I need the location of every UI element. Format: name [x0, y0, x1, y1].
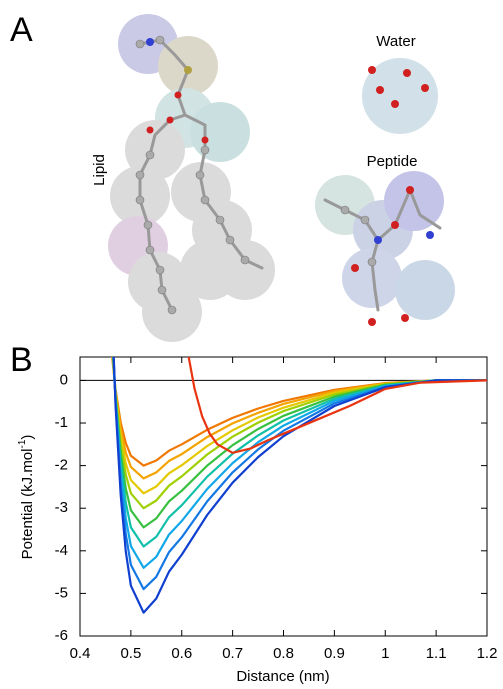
y-axis-title-end: ) — [19, 435, 36, 440]
x-tick-label: 0.7 — [222, 645, 243, 662]
curve — [187, 357, 487, 454]
curve — [112, 357, 487, 548]
y-tick-label: -5 — [55, 584, 68, 601]
bead-spheres — [108, 14, 455, 342]
curve — [111, 357, 487, 495]
curve — [112, 357, 487, 529]
x-tick-label: 0.4 — [70, 645, 91, 662]
y-axis-title-main: Potential (kJ.mol — [19, 449, 36, 560]
x-tick-label: 0.5 — [120, 645, 141, 662]
curve — [112, 357, 487, 614]
peptide-label: Peptide — [367, 153, 418, 170]
y-tick-label: 0 — [60, 371, 68, 388]
panel-label: B — [10, 341, 33, 379]
curve — [112, 357, 487, 591]
y-tick-label: -2 — [55, 457, 68, 474]
plot-frame — [79, 356, 488, 637]
lipid-label: Lipid — [91, 154, 108, 186]
panel-label: A — [10, 11, 33, 49]
curve — [111, 357, 487, 480]
curve — [112, 357, 487, 569]
curve — [111, 357, 487, 510]
y-tick-label: -3 — [55, 499, 68, 516]
y-tick-label: -1 — [55, 414, 68, 431]
x-tick-label: 0.6 — [171, 645, 192, 662]
x-axis-title: Distance (nm) — [236, 668, 329, 685]
x-tick-label: 0.8 — [273, 645, 294, 662]
atoms — [135, 35, 434, 326]
y-tick-label: -6 — [55, 627, 68, 644]
curves — [111, 357, 487, 614]
x-tick-label: 0.9 — [324, 645, 345, 662]
y-axis-title-sup: -1 — [17, 439, 28, 448]
x-tick-label: 1 — [381, 645, 389, 662]
y-axis-title: Potential (kJ.mol-1) — [17, 435, 36, 560]
y-tick-label: -4 — [55, 542, 68, 559]
water-label: Water — [376, 33, 415, 50]
x-tick-label: 1.1 — [426, 645, 447, 662]
x-tick-label: 1.2 — [477, 645, 498, 662]
panel-a: A — [10, 11, 455, 342]
